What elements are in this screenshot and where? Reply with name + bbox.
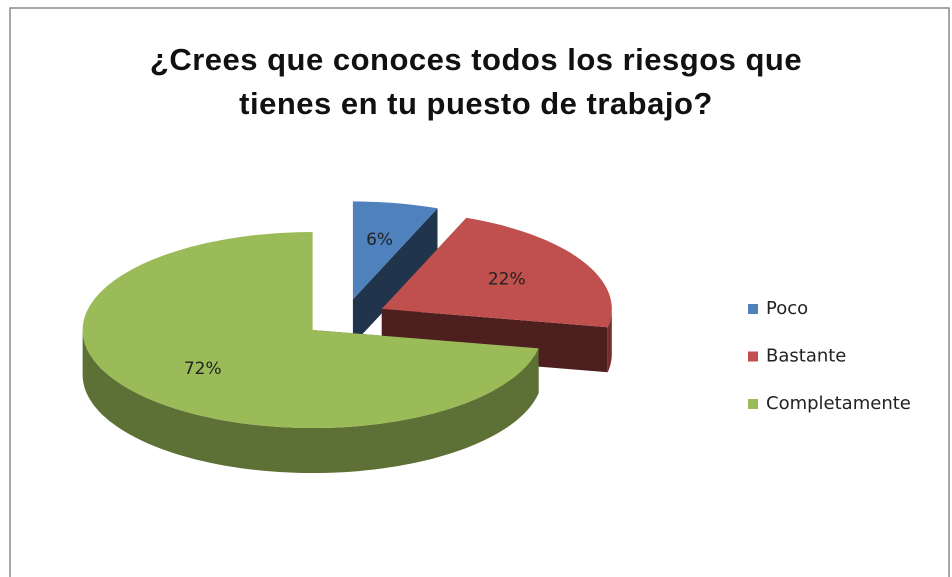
- legend-swatch: [748, 304, 758, 314]
- slice: [381, 217, 612, 328]
- legend-label: Completamente: [766, 393, 911, 414]
- slice: [352, 201, 438, 300]
- legend-swatch: [748, 399, 758, 409]
- data-label: 22%: [488, 270, 526, 290]
- chart-title: ¿Crees que conoces todos los riesgos que…: [149, 42, 803, 121]
- legend-label: Poco: [766, 298, 808, 319]
- slice-wall: [352, 208, 438, 345]
- slice-side: [82, 330, 539, 473]
- data-label: 6%: [366, 230, 393, 250]
- slice: [82, 232, 539, 428]
- data-label: 72%: [184, 359, 222, 379]
- legend-swatch: [748, 351, 758, 362]
- legend-label: Bastante: [766, 346, 846, 367]
- slice-side: [607, 308, 612, 373]
